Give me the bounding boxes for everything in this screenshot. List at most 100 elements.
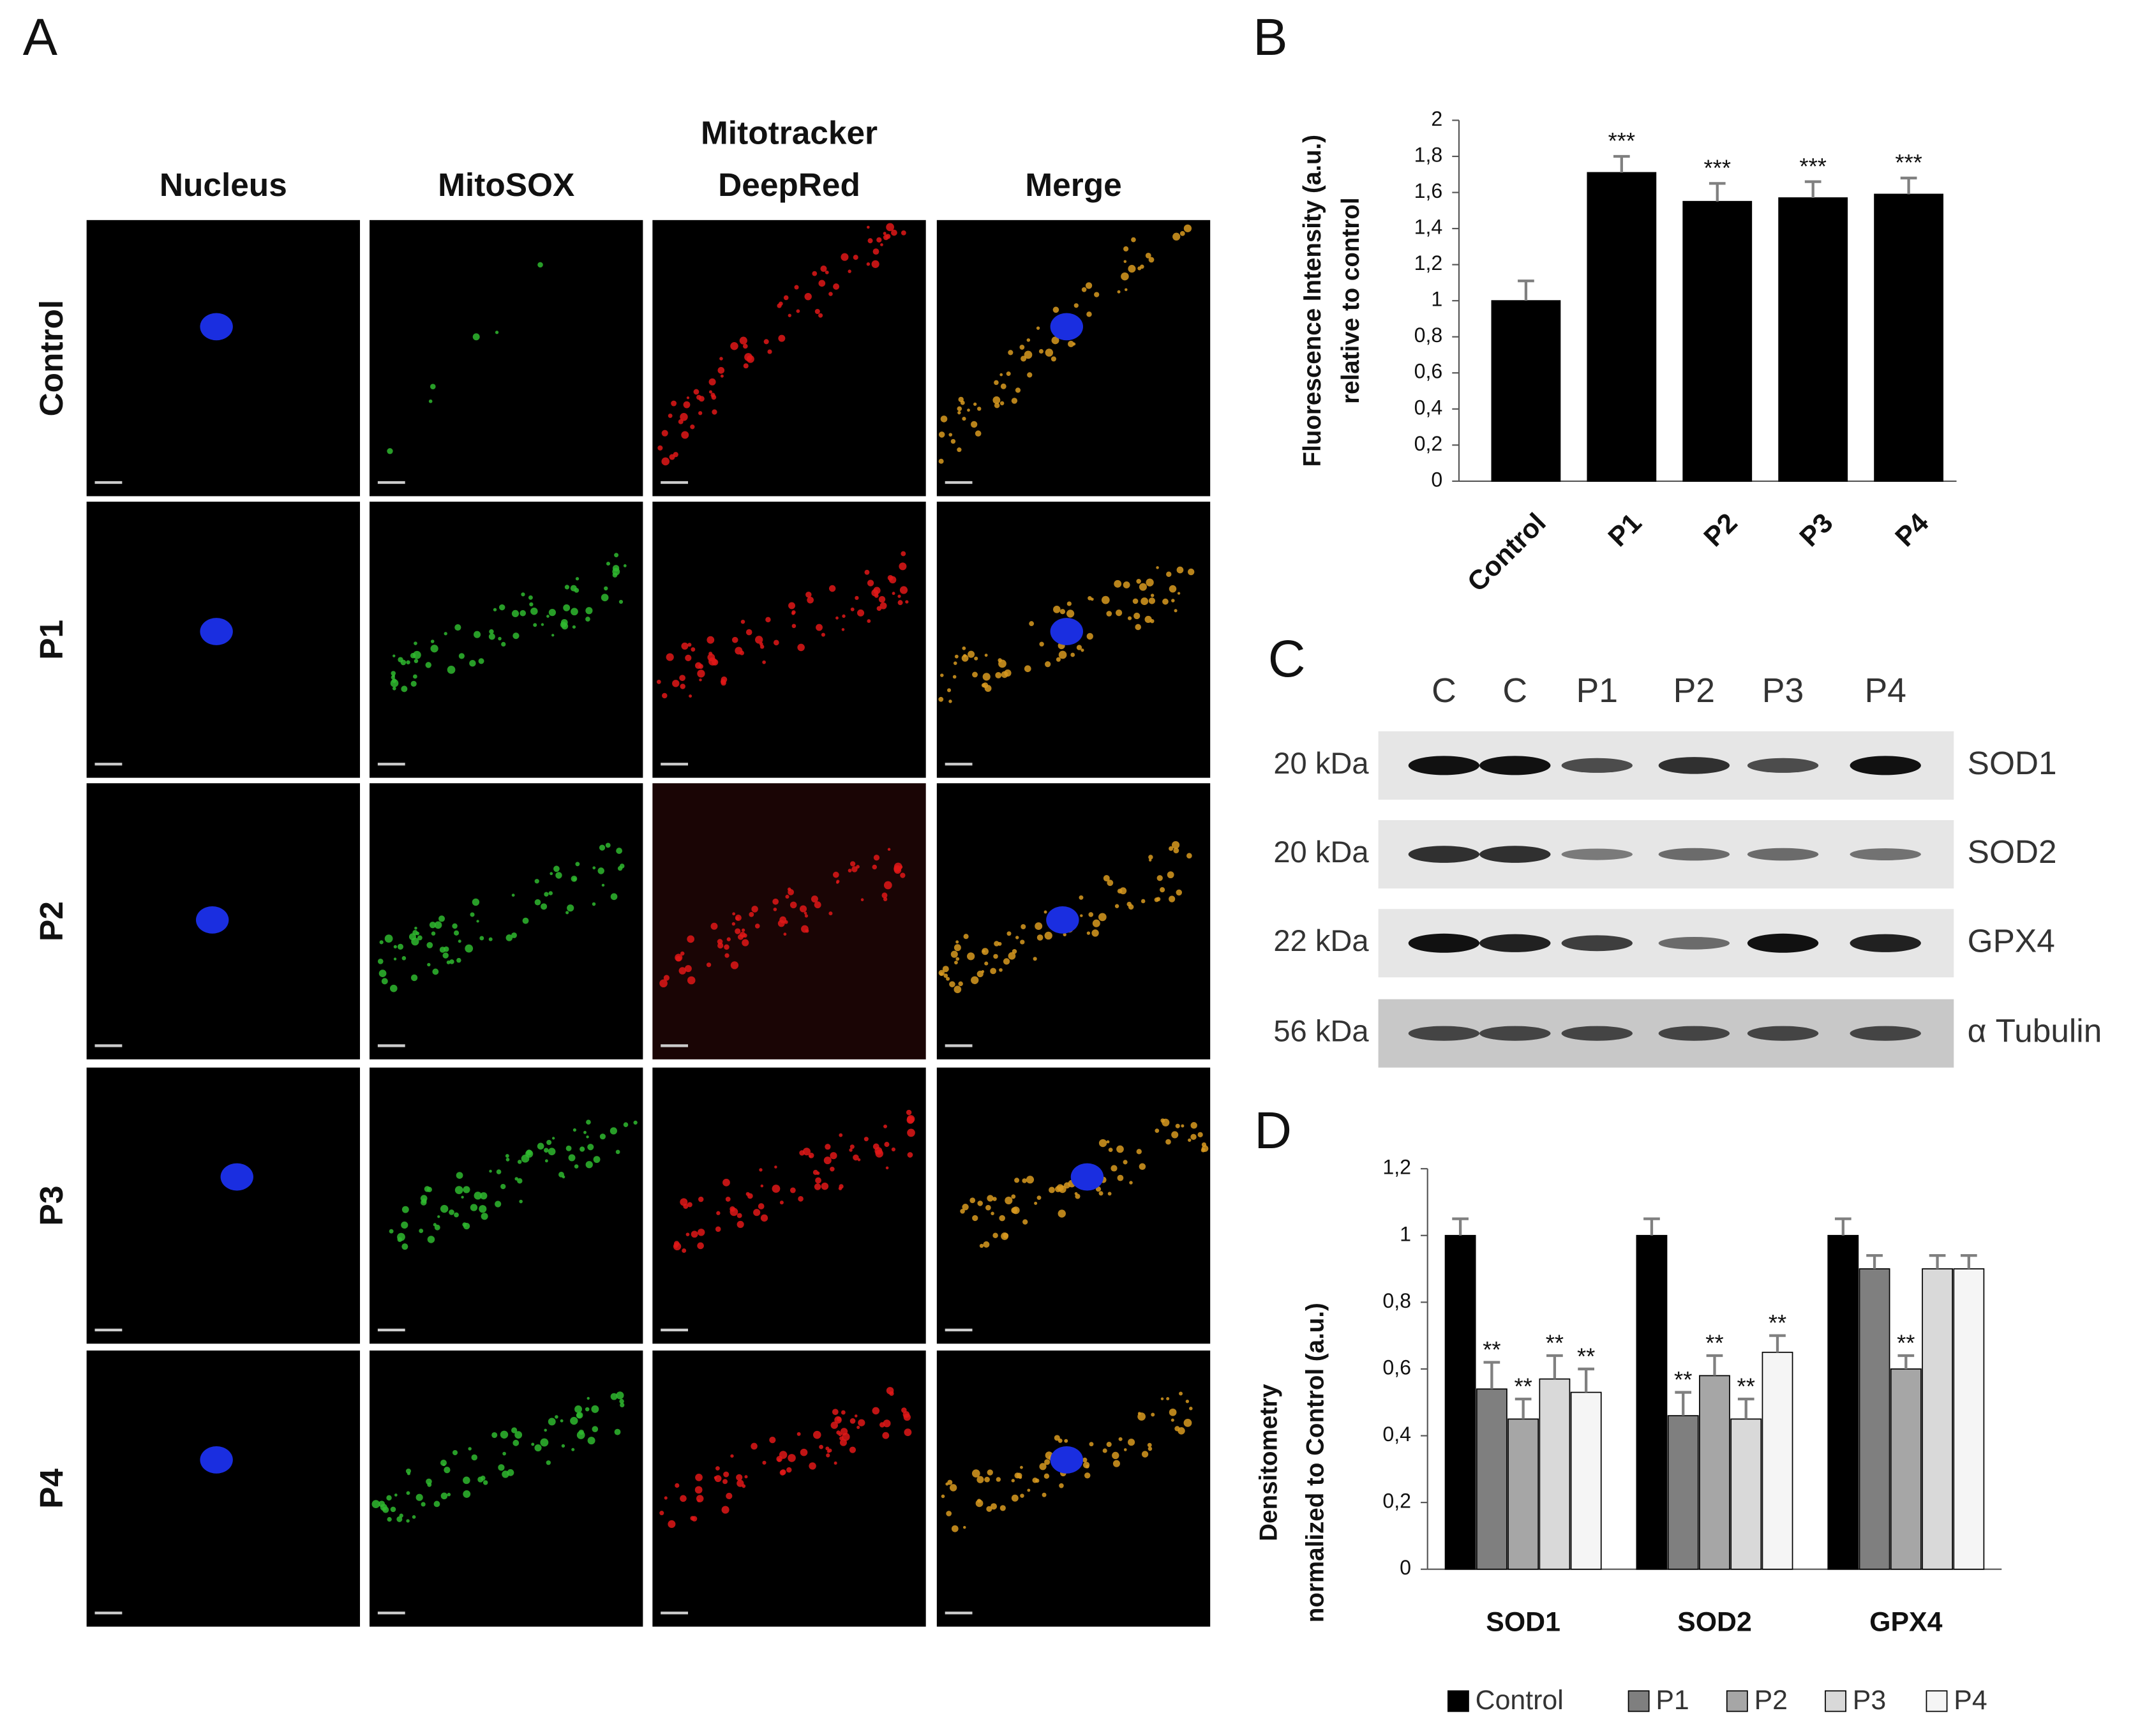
x-tick-label: SOD2 [1677, 1607, 1752, 1638]
significance: ** [1737, 1373, 1755, 1399]
stain-spot [773, 640, 779, 646]
stain-spot [574, 1405, 582, 1413]
micrograph [652, 783, 926, 1059]
nucleus [200, 313, 233, 341]
blot-band [1658, 848, 1730, 861]
stain-spot [794, 285, 799, 290]
stain-spot [585, 617, 590, 622]
stain-spot [841, 253, 849, 261]
bar [1476, 1388, 1507, 1570]
stain-spot [371, 1500, 380, 1509]
stain-spot [1175, 1123, 1180, 1128]
stain-spot [1117, 290, 1121, 294]
stain-spot [899, 865, 903, 869]
stain-spot [1020, 1493, 1024, 1498]
stain-spot [428, 399, 433, 403]
blot-band [1408, 846, 1480, 863]
y-tick-label: 1 [1400, 1222, 1411, 1245]
stain-spot [974, 656, 978, 661]
stain-spot [533, 623, 537, 627]
y-tick-label: 0,4 [1382, 1423, 1411, 1446]
stain-spot [478, 658, 484, 664]
micrograph [370, 220, 643, 497]
stain-spot [414, 926, 417, 930]
stain-spot [501, 641, 506, 647]
stain-spot [950, 950, 958, 958]
stain-spot [815, 1177, 821, 1184]
stain-spot [1091, 929, 1099, 937]
stain-spot [886, 223, 894, 232]
stain-spot [576, 1412, 583, 1419]
y-tick-label: 0,2 [1382, 1490, 1411, 1513]
error-bar [1960, 1254, 1977, 1269]
stain-spot [1181, 1124, 1185, 1128]
stain-spot [673, 1241, 680, 1246]
stain-spot [849, 1418, 856, 1424]
stain-spot [901, 551, 906, 557]
significance: ** [1705, 1330, 1723, 1356]
column-header: Mitotracker [701, 114, 878, 151]
stain-spot [666, 653, 674, 661]
stain-spot [767, 349, 772, 354]
stain-spot [1012, 949, 1017, 954]
stain-spot [679, 675, 686, 682]
stain-spot [531, 1442, 535, 1446]
stain-spot [749, 911, 754, 917]
blot-band [1850, 848, 1921, 861]
stain-spot [1172, 232, 1181, 241]
stain-spot [690, 1516, 695, 1521]
stain-spot [379, 940, 384, 945]
stain-spot [412, 1515, 416, 1519]
stain-spot [534, 899, 541, 906]
stain-spot [1088, 595, 1092, 601]
stain-spot [724, 953, 729, 958]
stain-spot [1188, 1138, 1192, 1142]
stain-spot [680, 413, 688, 421]
stain-spot [697, 1242, 704, 1250]
stain-spot [1076, 645, 1082, 650]
stain-spot [1128, 265, 1136, 273]
stain-spot [511, 610, 520, 618]
stain-spot [1136, 1149, 1142, 1155]
stain-spot [958, 981, 963, 987]
stain-spot [1033, 957, 1037, 961]
stain-spot [601, 883, 605, 887]
stain-spot [440, 1204, 449, 1213]
stain-spot [754, 636, 763, 644]
y-axis-label: Fluorescence Intensity (a.u.) [1299, 135, 1326, 467]
stain-spot [807, 596, 814, 604]
stain-spot [689, 694, 692, 698]
stain-spot [1098, 1139, 1107, 1148]
stain-spot [410, 653, 416, 659]
stain-spot [867, 619, 871, 623]
micrograph [370, 783, 643, 1059]
stain-spot [938, 458, 944, 464]
stain-spot [971, 976, 979, 984]
stain-spot [975, 1499, 984, 1508]
stain-spot [788, 1454, 796, 1462]
stain-spot [722, 1479, 728, 1485]
stain-spot [853, 1154, 859, 1161]
stain-spot [954, 654, 959, 659]
stain-spot [393, 957, 397, 961]
stain-spot [1118, 1437, 1123, 1441]
stain-spot [983, 1241, 990, 1248]
stain-spot [785, 894, 789, 899]
stain-spot [1137, 1412, 1141, 1416]
micrograph [936, 220, 1211, 497]
stain-spot [565, 911, 569, 915]
band-protein: GPX4 [1968, 922, 2055, 959]
stain-spot [552, 1137, 555, 1140]
stain-spot [1024, 665, 1031, 673]
stain-spot [570, 1416, 578, 1425]
stain-spot [828, 292, 833, 296]
stain-spot [1020, 1465, 1023, 1469]
stain-spot [505, 934, 513, 941]
stain-spot [463, 1222, 470, 1230]
stain-spot [687, 1202, 692, 1208]
stain-spot [599, 844, 606, 851]
stain-spot [417, 935, 423, 941]
stain-spot [883, 897, 888, 902]
stain-spot [697, 1229, 705, 1236]
stain-spot [661, 430, 668, 437]
